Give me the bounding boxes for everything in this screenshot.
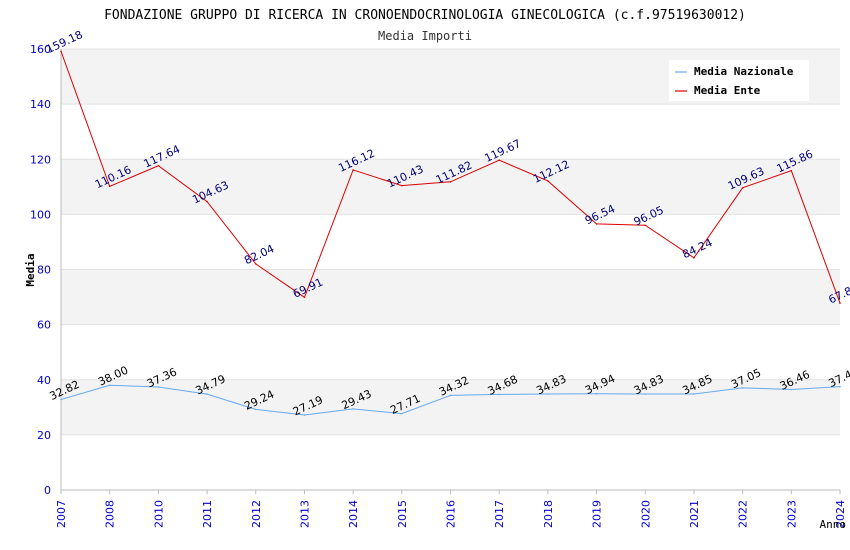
grid-band (61, 379, 840, 435)
data-point (254, 408, 257, 411)
x-tick-label: 2023 (785, 500, 798, 528)
data-point (644, 224, 647, 227)
data-point (547, 393, 549, 395)
y-tick-label: 120 (30, 153, 51, 166)
chart-subtitle: Media Importi (378, 29, 472, 43)
data-point (108, 185, 111, 188)
data-point (839, 385, 841, 388)
data-point (741, 387, 744, 389)
data-point (401, 412, 403, 415)
x-tick-label: 2018 (542, 500, 555, 528)
data-point (498, 393, 500, 396)
data-point (157, 386, 160, 388)
data-point (303, 296, 306, 299)
data-point (449, 394, 452, 397)
y-axis-label: Media (24, 253, 37, 286)
x-tick-label: 2020 (639, 500, 652, 528)
chart-title: FONDAZIONE GRUPPO DI RICERCA IN CRONOEND… (104, 8, 746, 23)
x-axis-label: Anno (820, 518, 847, 531)
x-tick-label: 2022 (737, 500, 750, 528)
data-point (206, 200, 208, 203)
grid-band (61, 214, 840, 270)
data-point (206, 393, 208, 395)
data-point (108, 384, 111, 387)
x-tick-label: 2019 (591, 500, 604, 528)
y-tick-label: 20 (37, 429, 51, 442)
x-tick-label: 2015 (396, 500, 409, 528)
x-tick-label: 2017 (493, 500, 506, 528)
data-point (790, 169, 793, 172)
y-tick-label: 40 (37, 374, 51, 387)
y-tick-label: 60 (37, 319, 51, 332)
x-tick-label: 2024 (834, 500, 847, 528)
grid-band (61, 159, 840, 215)
data-point (498, 159, 500, 161)
data-point (254, 263, 257, 265)
x-tick-label: 2008 (104, 500, 117, 528)
y-tick-label: 160 (30, 43, 51, 56)
grid-band (61, 269, 840, 325)
y-tick-label: 0 (44, 484, 51, 497)
data-point (693, 393, 695, 395)
data-point (693, 257, 695, 259)
legend-label-media-ente: Media Ente (694, 84, 761, 97)
data-point (839, 302, 841, 304)
x-tick-label: 2011 (201, 500, 214, 528)
x-tick-label: 2014 (347, 500, 360, 528)
y-tick-label: 80 (37, 264, 51, 277)
data-point (644, 393, 647, 395)
data-point (60, 398, 62, 401)
legend-box (669, 60, 809, 101)
x-tick-label: 2010 (152, 500, 165, 528)
data-point (595, 392, 598, 395)
data-point (790, 388, 793, 391)
data-point (157, 164, 160, 167)
plot-area: 0 20 40 60 80 100 120 140 160 2007 2008 2010 2011 201… (30, 28, 850, 528)
data-point (547, 180, 549, 182)
x-tick-label: 2021 (688, 500, 701, 528)
legend-label-media-nazionale: Media Nazionale (694, 65, 794, 78)
data-point (352, 169, 354, 171)
grid-band (61, 324, 840, 380)
data-point (595, 223, 598, 225)
data-point (60, 50, 62, 53)
data-point (303, 414, 306, 416)
data-point (741, 187, 744, 189)
x-tick-label: 2013 (298, 500, 311, 528)
x-tick-label: 2016 (445, 500, 458, 528)
y-tick-label: 100 (30, 208, 51, 221)
data-point (401, 184, 403, 187)
grid-band (61, 104, 840, 160)
y-tick-label: 140 (30, 98, 51, 111)
grid-band (61, 434, 840, 490)
data-point (352, 408, 354, 410)
legend: Media Nazionale Media Ente (669, 60, 809, 101)
x-tick-label: 2007 (55, 500, 68, 528)
data-point (449, 180, 452, 183)
x-tick-label: 2012 (250, 500, 263, 528)
